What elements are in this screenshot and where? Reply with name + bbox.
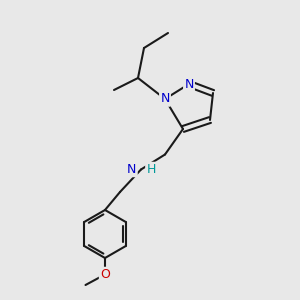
Text: N: N [184, 77, 194, 91]
Text: H: H [146, 163, 156, 176]
Text: O: O [100, 268, 110, 281]
Text: N: N [127, 163, 136, 176]
Text: N: N [160, 92, 170, 106]
